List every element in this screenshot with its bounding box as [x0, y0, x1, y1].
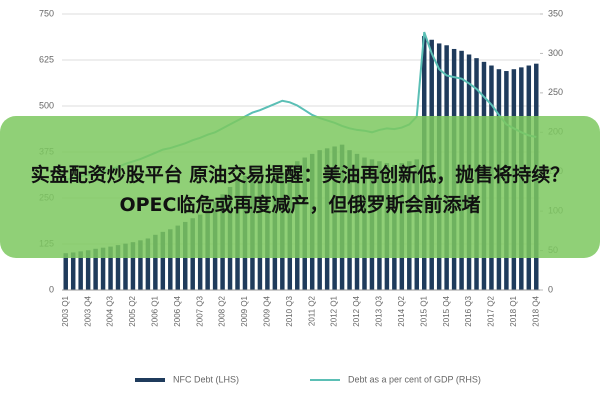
- x-tick-label: 2008 Q2: [218, 295, 227, 326]
- bar: [145, 238, 151, 290]
- bar: [168, 229, 173, 290]
- x-tick-label: 2016 Q3: [464, 295, 473, 326]
- y2-tick-label: 300: [548, 48, 563, 58]
- bar: [78, 251, 83, 290]
- y-tick-label: 500: [39, 100, 54, 110]
- overlay-banner: 实盘配资炒股平台 原油交易提醒：美油再创新低，抛售将持续？OPEC临危或再度减产…: [0, 116, 600, 258]
- bar: [63, 253, 68, 290]
- x-tick-label: 2003 Q4: [83, 295, 92, 326]
- bar: [153, 234, 158, 290]
- bar: [138, 240, 143, 290]
- y2-tick-label: 250: [548, 87, 563, 97]
- x-tick-label: 2012 Q4: [352, 295, 361, 326]
- y2-tick-label: 0: [548, 284, 553, 294]
- x-tick-label: 2010 Q3: [285, 295, 294, 326]
- bar: [85, 250, 91, 290]
- x-tick-label: 2012 Q1: [330, 295, 339, 326]
- bar: [70, 252, 76, 290]
- x-tick-label: 2006 Q4: [173, 295, 182, 326]
- x-tick-label: 2015 Q4: [442, 295, 451, 326]
- x-tick-label: 2009 Q1: [240, 295, 249, 326]
- bar: [108, 246, 113, 290]
- bar: [130, 242, 136, 290]
- bar: [115, 245, 121, 290]
- x-tick-label: 2003 Q1: [61, 295, 70, 326]
- y-tick-label: 625: [39, 54, 54, 64]
- x-tick-label: 2006 Q1: [150, 295, 159, 326]
- x-tick-label: 2017 Q2: [487, 295, 496, 326]
- y-tick-label: 750: [39, 8, 54, 18]
- bar: [160, 231, 166, 290]
- x-tick-label: 2018 Q4: [531, 295, 540, 326]
- y-tick-label: 0: [49, 284, 54, 294]
- x-tick-label: 2014 Q2: [397, 295, 406, 326]
- x-tick-label: 2005 Q2: [128, 295, 137, 326]
- x-tick-label: 2007 Q3: [195, 295, 204, 326]
- bar: [100, 247, 106, 290]
- x-tick-label: 2011 Q2: [307, 295, 316, 326]
- x-tick-label: 2018 Q1: [509, 295, 518, 326]
- x-tick-label: 2015 Q1: [419, 295, 428, 326]
- x-tick-label: 2009 Q4: [263, 295, 272, 326]
- bar: [123, 243, 128, 290]
- legend-label: NFC Debt (LHS): [173, 374, 239, 384]
- legend-swatch: [135, 378, 165, 382]
- x-tick-label: 2004 Q3: [106, 295, 115, 326]
- y2-tick-label: 350: [548, 8, 563, 18]
- x-tick-label: 2013 Q3: [375, 295, 384, 326]
- legend-label: Debt as a per cent of GDP (RHS): [348, 374, 481, 384]
- bar: [93, 248, 98, 290]
